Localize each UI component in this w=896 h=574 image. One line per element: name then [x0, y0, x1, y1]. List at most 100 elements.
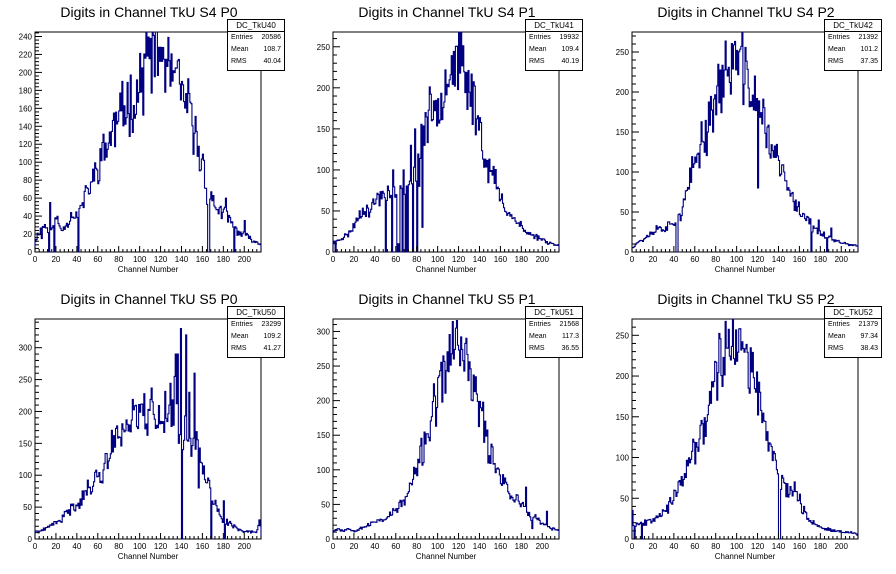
y-tick-label: 200 [19, 407, 33, 416]
x-tick-label: 80 [412, 542, 421, 551]
x-tick-label: 20 [648, 542, 657, 551]
y-tick-label: 100 [616, 168, 630, 177]
stats-label: RMS [529, 345, 545, 352]
y-tick-label: 140 [19, 122, 33, 131]
stats-label: RMS [828, 345, 844, 352]
x-tick-label: 20 [349, 255, 358, 264]
x-tick-label: 120 [154, 255, 168, 264]
x-tick-label: 80 [412, 255, 421, 264]
y-tick-label: 50 [620, 208, 629, 217]
histogram-title: Digits in Channel TkU S4 P0 [60, 4, 238, 20]
stats-rms-row: RMS 38.43 [825, 343, 881, 355]
stats-mean-value: 109.4 [561, 46, 579, 53]
histogram-plot: 0 20 40 60 80 100 120 140 160 180 200 0 50 100 150 200 2… [616, 318, 859, 561]
stats-label: RMS [231, 345, 247, 352]
x-tick-label: 60 [690, 542, 699, 551]
y-tick-label: 100 [616, 454, 630, 463]
x-tick-label: 80 [114, 255, 123, 264]
histogram-series [34, 31, 262, 253]
y-tick-label: 250 [317, 43, 331, 52]
stats-rms-value: 38.43 [860, 345, 878, 352]
x-tick-label: 180 [814, 255, 828, 264]
x-tick-label: 60 [391, 255, 400, 264]
y-tick-label: 0 [326, 535, 331, 544]
x-tick-label: 140 [175, 542, 189, 551]
x-tick-label: 160 [196, 255, 210, 264]
x-tick-label: 0 [33, 542, 38, 551]
stats-label: RMS [828, 58, 844, 65]
y-tick-label: 50 [321, 500, 330, 509]
x-tick-label: 120 [751, 255, 765, 264]
y-tick-label: 50 [23, 503, 32, 512]
stats-rms-value: 40.04 [263, 58, 281, 65]
stats-entries-row: Entries 21568 [526, 319, 582, 331]
y-tick-label: 20 [23, 230, 32, 239]
y-tick-label: 150 [616, 128, 630, 137]
x-tick-label: 0 [331, 542, 336, 551]
x-tick-label: 0 [33, 255, 38, 264]
x-tick-label: 120 [751, 542, 765, 551]
stats-name: DC_TkU52 [825, 307, 881, 319]
histogram-plot: 0 20 40 60 80 100 120 140 160 180 200 0 20 40 60 80 100 1… [19, 31, 262, 274]
histogram-plot: 0 20 40 60 80 100 120 140 160 180 200 0 50 100 150 200 2… [616, 31, 859, 274]
stats-rms-value: 36.55 [561, 345, 579, 352]
stats-name: DC_TkU42 [825, 20, 881, 32]
histogram-series [332, 31, 560, 253]
x-tick-label: 160 [793, 542, 807, 551]
x-axis-title: Channel Number [118, 552, 179, 561]
x-tick-label: 160 [494, 542, 508, 551]
x-tick-label: 200 [835, 255, 849, 264]
x-tick-label: 80 [114, 542, 123, 551]
stats-label: Mean [529, 46, 547, 53]
y-tick-label: 150 [616, 413, 630, 422]
histogram-pad-s4-p0: Digits in Channel TkU S4 P0 0 20 40 60 80 100… [0, 0, 298, 287]
y-tick-label: 50 [321, 207, 330, 216]
stats-label: Mean [828, 46, 846, 53]
x-tick-label: 140 [175, 255, 189, 264]
histogram-pad-s5-p2: Digits in Channel TkU S5 P2 0 20 40 60 80 100… [597, 287, 895, 574]
histogram-pad-s5-p1: Digits in Channel TkU S5 P1 0 20 40 60 80 100… [298, 287, 596, 574]
x-tick-label: 140 [772, 255, 786, 264]
stats-entries-row: Entries 20586 [228, 32, 284, 44]
x-tick-label: 40 [370, 542, 379, 551]
y-tick-label: 100 [19, 471, 33, 480]
y-tick-label: 180 [19, 86, 33, 95]
x-tick-label: 200 [536, 542, 550, 551]
x-tick-label: 180 [814, 542, 828, 551]
stats-entries-row: Entries 21379 [825, 319, 881, 331]
stats-mean-row: Mean 101.2 [825, 44, 881, 56]
x-tick-label: 40 [669, 542, 678, 551]
x-tick-label: 120 [452, 542, 466, 551]
y-tick-label: 120 [19, 140, 33, 149]
stats-label: Entries [529, 321, 551, 328]
y-tick-label: 200 [616, 372, 630, 381]
x-tick-label: 180 [217, 255, 231, 264]
y-tick-label: 220 [19, 50, 33, 59]
x-tick-label: 180 [217, 542, 231, 551]
x-axis-title: Channel Number [118, 265, 179, 274]
y-tick-label: 100 [19, 158, 33, 167]
y-tick-label: 0 [625, 248, 630, 257]
x-tick-label: 20 [349, 542, 358, 551]
stats-name: DC_TkU41 [526, 20, 582, 32]
histogram-title: Digits in Channel TkU S5 P0 [60, 291, 238, 307]
y-tick-label: 300 [317, 327, 331, 336]
y-tick-label: 0 [28, 248, 33, 257]
stats-mean-value: 117.3 [562, 333, 579, 340]
stats-entries-value: 19932 [559, 34, 579, 41]
x-tick-label: 60 [391, 542, 400, 551]
histogram-series [34, 328, 262, 540]
stats-entries-row: Entries 23299 [228, 319, 284, 331]
histogram-series [332, 319, 560, 539]
x-tick-label: 140 [473, 542, 487, 551]
stats-mean-row: Mean 97.34 [825, 331, 881, 343]
x-tick-label: 20 [51, 542, 60, 551]
x-tick-label: 80 [711, 255, 720, 264]
x-tick-label: 40 [72, 542, 81, 551]
stats-label: Mean [231, 46, 249, 53]
stats-mean-value: 97.34 [860, 333, 878, 340]
stats-mean-row: Mean 108.7 [228, 44, 284, 56]
stats-mean-value: 108.7 [263, 46, 281, 53]
stats-name: DC_TkU40 [228, 20, 284, 32]
x-tick-label: 120 [154, 542, 168, 551]
